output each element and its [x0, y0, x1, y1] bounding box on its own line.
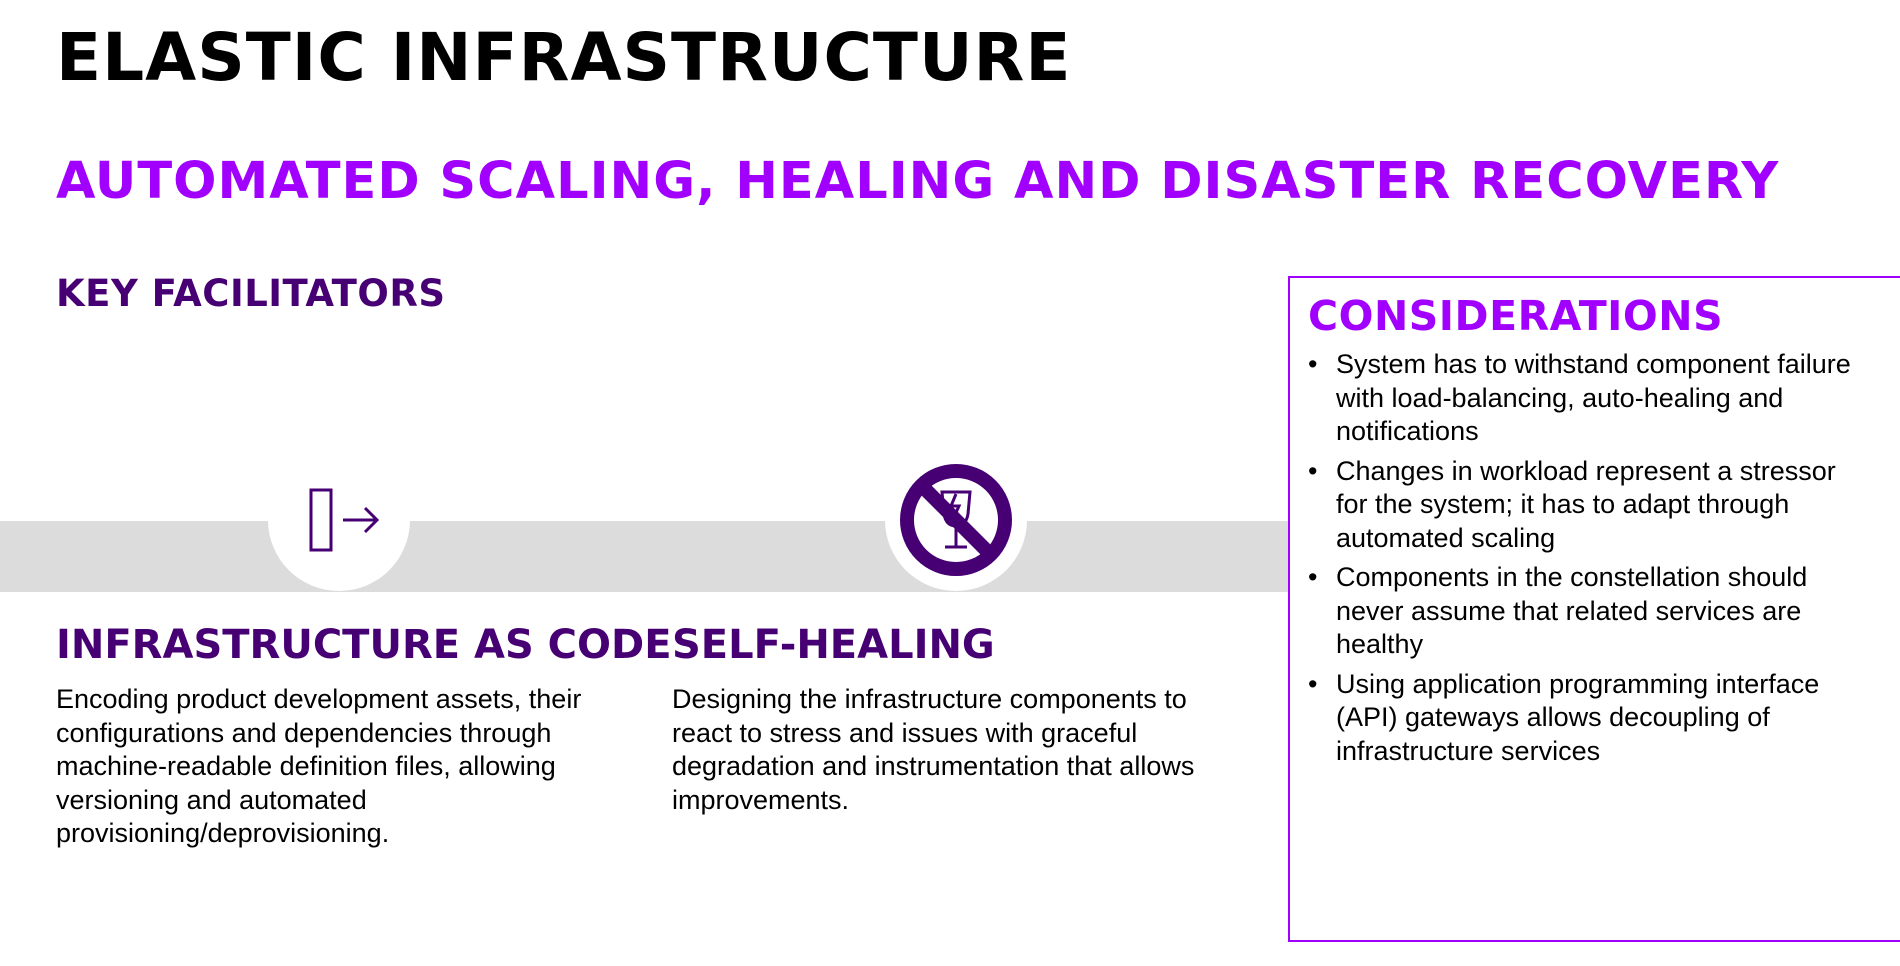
page-title: ELASTIC INFRASTRUCTURE: [56, 19, 1072, 96]
page-subtitle: AUTOMATED SCALING, HEALING AND DISASTER …: [56, 152, 1780, 211]
no-fragile-glass-icon: [900, 464, 1012, 576]
bullet-icon: •: [1308, 455, 1318, 486]
bullet-icon: •: [1308, 562, 1318, 592]
considerations-item-text: Changes in workload represent a stressor…: [1336, 455, 1836, 553]
considerations-box: CONSIDERATIONS • System has to withstand …: [1288, 276, 1900, 942]
facilitator-title-self-healing: SELF-HEALING: [672, 622, 995, 668]
considerations-item: • Components in the constellation should …: [1308, 561, 1868, 662]
considerations-item: • Changes in workload represent a stresso…: [1308, 455, 1868, 556]
facilitator-text-infrastructure-as-code: Encoding product development assets, the…: [56, 684, 582, 848]
gray-band: [0, 521, 1290, 592]
facilitator-title-infrastructure-as-code: INFRASTRUCTURE AS CODE: [56, 622, 672, 668]
facilitator-text-self-healing: Designing the infrastructure components …: [672, 684, 1195, 815]
infrastructure-as-code-icon-circle: [268, 449, 410, 591]
considerations-list: • System has to withstand component failu…: [1308, 348, 1868, 774]
exit-arrow-icon: [309, 488, 379, 552]
considerations-item: • System has to withstand component failu…: [1308, 348, 1868, 449]
section-label-key-facilitators: KEY FACILITATORS: [56, 272, 446, 315]
bullet-icon: •: [1308, 349, 1318, 379]
considerations-item-text: System has to withstand component failur…: [1336, 349, 1851, 446]
self-healing-icon-circle: [885, 449, 1027, 591]
considerations-title: CONSIDERATIONS: [1308, 292, 1724, 340]
bullet-icon: •: [1308, 668, 1318, 699]
considerations-item: • Using application programming interface…: [1308, 668, 1868, 769]
considerations-item-text: Components in the constellation should n…: [1336, 562, 1808, 659]
considerations-item-text: Using application programming interface …: [1336, 668, 1820, 766]
